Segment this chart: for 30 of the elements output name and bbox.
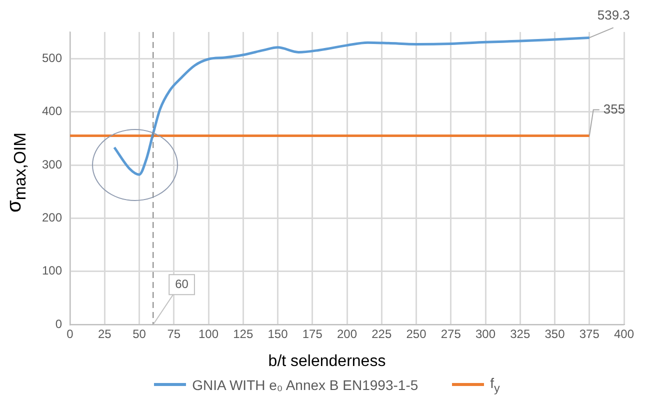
x-tick-label: 400	[614, 327, 634, 342]
ref-line-label: 60	[175, 276, 189, 291]
x-tick-label: 300	[475, 327, 496, 342]
x-tick-label: 175	[302, 327, 323, 342]
x-tick-label: 350	[544, 327, 566, 342]
legend-label: f$_{y}$	[490, 375, 500, 395]
y-tick-label: 300	[42, 157, 62, 172]
annotation: 355	[603, 101, 626, 116]
x-tick-label: 375	[579, 327, 600, 342]
y-tick-label: 500	[42, 50, 62, 65]
x-tick-label: 325	[510, 327, 530, 342]
x-tick-label: 100	[198, 327, 219, 342]
x-tick-label: 150	[268, 327, 288, 342]
x-tick-label: 250	[406, 327, 427, 342]
y-tick-label: 200	[42, 210, 62, 225]
y-tick-label: 0	[55, 316, 62, 331]
x-tick-label: 125	[233, 327, 254, 342]
x-tick-label: 225	[372, 327, 392, 342]
x-tick-label: 75	[167, 327, 181, 342]
x-tick-label: 200	[336, 327, 358, 342]
x-tick-label: 275	[440, 327, 462, 342]
x-axis-title: b/t selenderness	[267, 353, 387, 371]
y-tick-label: 400	[42, 104, 62, 118]
line-series	[113, 36, 591, 176]
legend-label: GNIA WITH e₀ Annex B EN1993-1-5	[192, 376, 418, 393]
annotation: 539.3	[597, 7, 630, 22]
x-tick-label: 25	[98, 327, 112, 342]
y-tick-label: 100	[42, 264, 62, 278]
x-tick-label: 0	[66, 327, 74, 342]
x-tick-label: 50	[132, 327, 146, 342]
